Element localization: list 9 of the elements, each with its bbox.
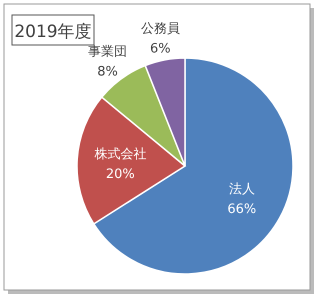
- slice-label: 事業団: [88, 44, 128, 60]
- slice-label: 株式会社: [93, 146, 146, 162]
- slice-label: 法人: [228, 182, 255, 198]
- data-label: 20%: [106, 166, 135, 182]
- data-label: 66%: [227, 202, 256, 218]
- data-label: 6%: [150, 42, 171, 57]
- chart-title: 2019年度: [14, 22, 92, 42]
- data-label: 8%: [97, 64, 118, 80]
- slice-label: 公務員: [140, 22, 180, 37]
